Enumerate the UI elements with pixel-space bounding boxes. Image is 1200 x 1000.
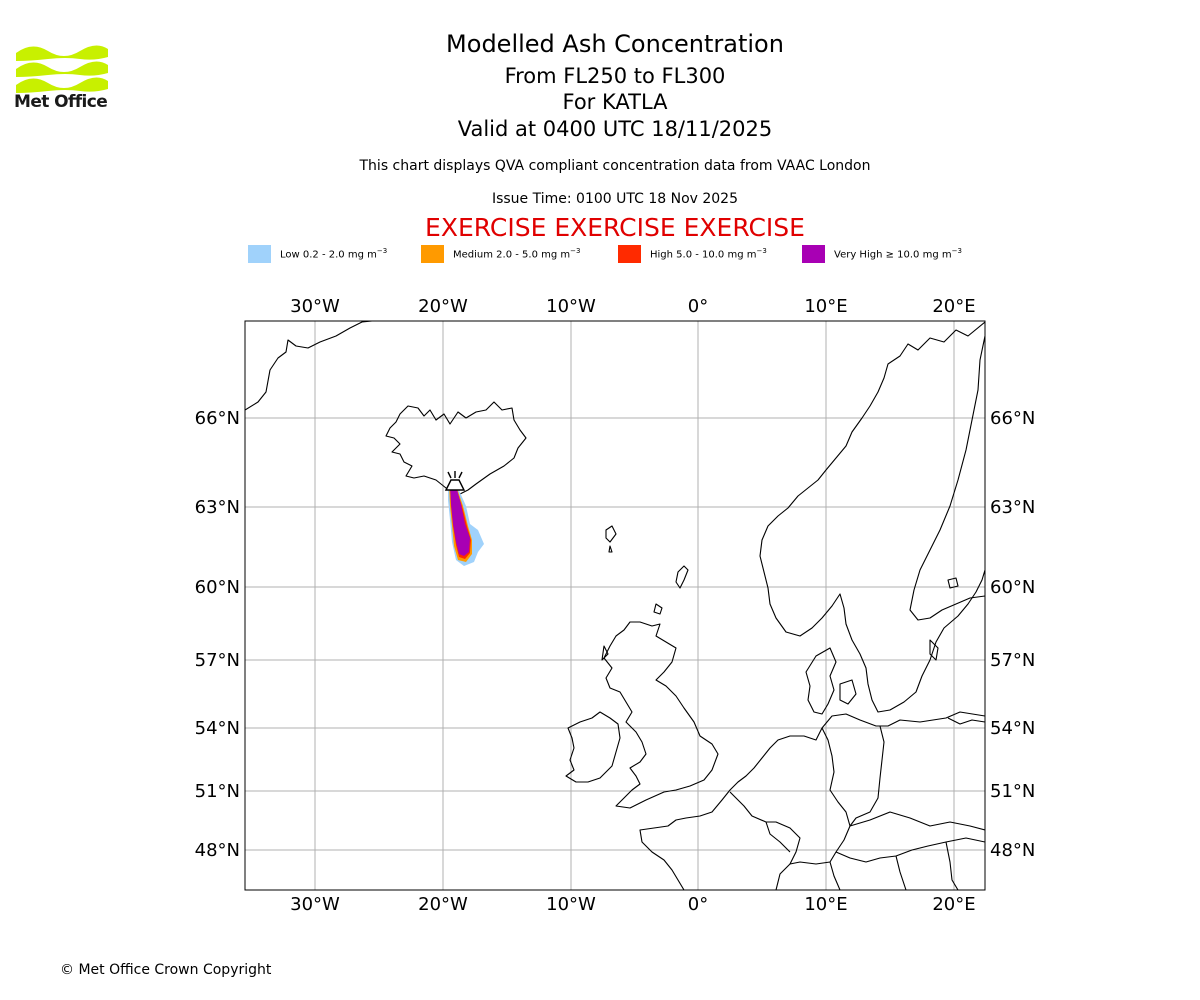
coastlines: [245, 321, 985, 890]
lon-tick-top: 0°: [688, 296, 708, 317]
lon-tick-top: 20°W: [418, 296, 468, 317]
lat-tick-right: 66°N: [990, 408, 1035, 429]
issue-time: Issue Time: 0100 UTC 18 Nov 2025: [491, 191, 739, 207]
legend-label-low: Low 0.2 - 2.0 mg m−3: [280, 247, 388, 261]
ash-plume: [448, 484, 484, 566]
lat-tick-left: 57°N: [195, 650, 240, 671]
ash-plume-very-high: [450, 484, 470, 556]
lat-tick-left: 66°N: [195, 408, 240, 429]
legend-swatch-high: [618, 245, 641, 263]
chart-title: Modelled Ash Concentration: [446, 30, 784, 58]
volcano-icon: [444, 471, 466, 491]
lon-tick-top: 20°E: [932, 296, 975, 317]
legend-label-high: High 5.0 - 10.0 mg m−3: [650, 247, 767, 261]
met-office-logo-icon: [16, 45, 108, 93]
lon-tick-top: 10°W: [546, 296, 596, 317]
lat-tick-left: 54°N: [195, 718, 240, 739]
chart-description: This chart displays QVA compliant concen…: [359, 158, 871, 174]
map-frame: [244, 320, 986, 891]
exercise-banner: EXERCISE EXERCISE EXERCISE: [425, 213, 805, 242]
lat-tick-right: 48°N: [990, 840, 1035, 861]
volcano-subtitle: For KATLA: [562, 90, 668, 114]
met-office-wordmark: Met Office: [14, 92, 108, 112]
legend-item-high: High 5.0 - 10.0 mg m−3: [618, 244, 767, 264]
flight-level-subtitle: From FL250 to FL300: [504, 64, 726, 88]
lat-tick-left: 51°N: [195, 781, 240, 802]
lon-tick-bottom: 30°W: [290, 894, 340, 915]
lat-tick-left: 63°N: [195, 497, 240, 518]
lon-tick-top: 10°E: [804, 296, 847, 317]
legend-swatch-very-high: [802, 245, 825, 263]
lon-tick-bottom: 10°E: [804, 894, 847, 915]
lat-tick-left: 60°N: [195, 577, 240, 598]
lon-tick-bottom: 0°: [688, 894, 708, 915]
lat-tick-right: 63°N: [990, 497, 1035, 518]
legend-swatch-low: [248, 245, 271, 263]
map-gridlines: [245, 321, 985, 890]
lat-tick-right: 57°N: [990, 650, 1035, 671]
lat-tick-right: 60°N: [990, 577, 1035, 598]
copyright-notice: © Met Office Crown Copyright: [60, 962, 272, 978]
lat-tick-right: 54°N: [990, 718, 1035, 739]
legend-label-medium: Medium 2.0 - 5.0 mg m−3: [453, 247, 581, 261]
lon-tick-bottom: 20°E: [932, 894, 975, 915]
legend-item-very-high: Very High ≥ 10.0 mg m−3: [802, 244, 962, 264]
legend-label-very-high: Very High ≥ 10.0 mg m−3: [834, 247, 962, 261]
legend-swatch-medium: [421, 245, 444, 263]
lat-tick-left: 48°N: [195, 840, 240, 861]
lon-tick-bottom: 10°W: [546, 894, 596, 915]
lon-tick-top: 30°W: [290, 296, 340, 317]
legend-item-low: Low 0.2 - 2.0 mg m−3: [248, 244, 387, 264]
valid-time-subtitle: Valid at 0400 UTC 18/11/2025: [457, 117, 773, 141]
legend-item-medium: Medium 2.0 - 5.0 mg m−3: [421, 244, 580, 264]
lon-tick-bottom: 20°W: [418, 894, 468, 915]
lat-tick-right: 51°N: [990, 781, 1035, 802]
